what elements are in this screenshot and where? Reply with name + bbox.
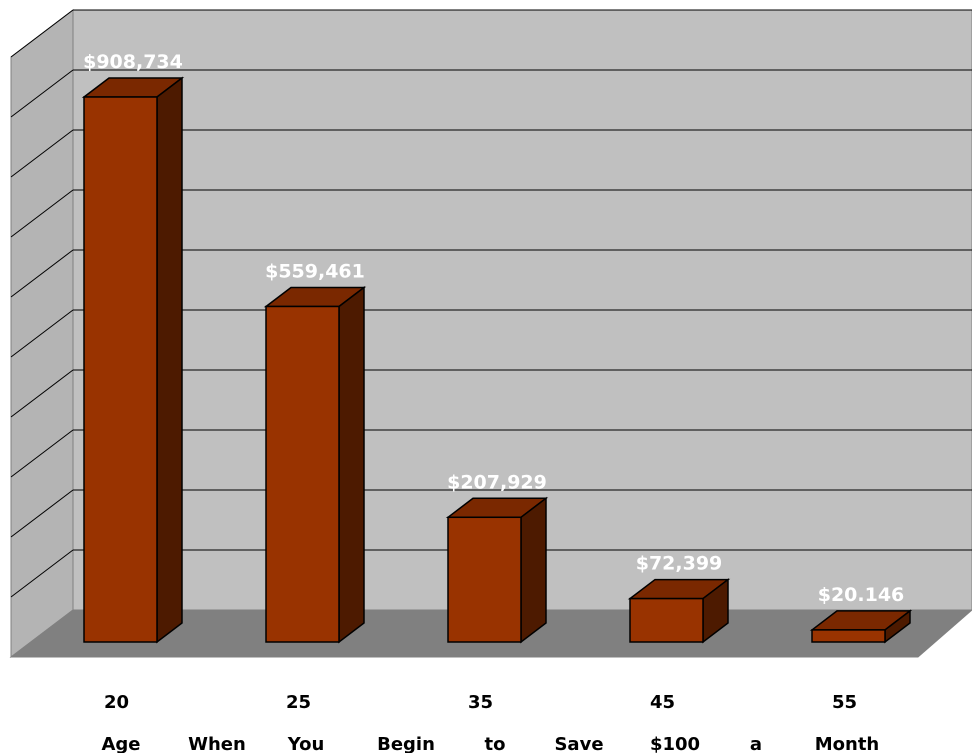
bar-20: [81, 76, 185, 644]
x-axis-label-word: $100: [650, 734, 700, 753]
x-tick-label: 25: [286, 692, 311, 713]
gridlines: [10, 9, 972, 598]
gridline-side: [10, 129, 74, 178]
bar-side: [520, 496, 547, 644]
bar-35: [445, 496, 549, 644]
bar-55: [809, 609, 913, 644]
x-axis-label-word: Age: [101, 734, 140, 753]
gridline-side: [10, 369, 74, 418]
x-tick-labels: 20 25 35 45 55: [104, 692, 857, 713]
bar-45: [627, 578, 731, 644]
bar-front: [629, 597, 704, 643]
data-label: $20.146: [818, 584, 905, 606]
gridline-side: [10, 189, 74, 238]
gridline-side: [10, 429, 74, 478]
x-axis-label: Age When You Begin to Save $100 a Month: [101, 734, 879, 753]
bar-side: [338, 285, 365, 644]
x-axis-label-word: a: [750, 734, 762, 753]
data-label: $908,734: [83, 51, 183, 73]
x-axis-label-word: to: [485, 734, 506, 753]
x-tick-label: 35: [468, 692, 493, 713]
x-axis-label-word: Save: [554, 734, 603, 753]
x-axis-label-word: Month: [815, 734, 880, 753]
data-label: $559,461: [265, 260, 365, 282]
bar-25: [263, 285, 367, 644]
data-labels: $908,734 $559,461 $207,929 $72,399 $20.146: [83, 51, 904, 606]
gridline-side: [10, 249, 74, 298]
gridline-side: [10, 9, 74, 58]
bar-side: [156, 76, 183, 644]
bars: [81, 76, 913, 644]
x-axis-label-word: When: [188, 734, 246, 753]
gridline-side: [10, 309, 74, 358]
bar-front: [447, 516, 522, 643]
x-axis-label-word: You: [287, 734, 325, 753]
bar-front: [265, 305, 340, 643]
bar-front: [83, 96, 158, 643]
gridline-side: [10, 489, 74, 538]
x-tick-label: 45: [650, 692, 675, 713]
data-label: $72,399: [636, 553, 723, 575]
x-tick-label: 20: [104, 692, 129, 713]
x-axis-label-word: Begin: [377, 734, 435, 753]
gridline-side: [10, 69, 74, 118]
data-label: $207,929: [447, 471, 547, 493]
x-tick-label: 55: [832, 692, 857, 713]
gridline-side: [10, 549, 74, 598]
bar-front: [811, 629, 886, 643]
